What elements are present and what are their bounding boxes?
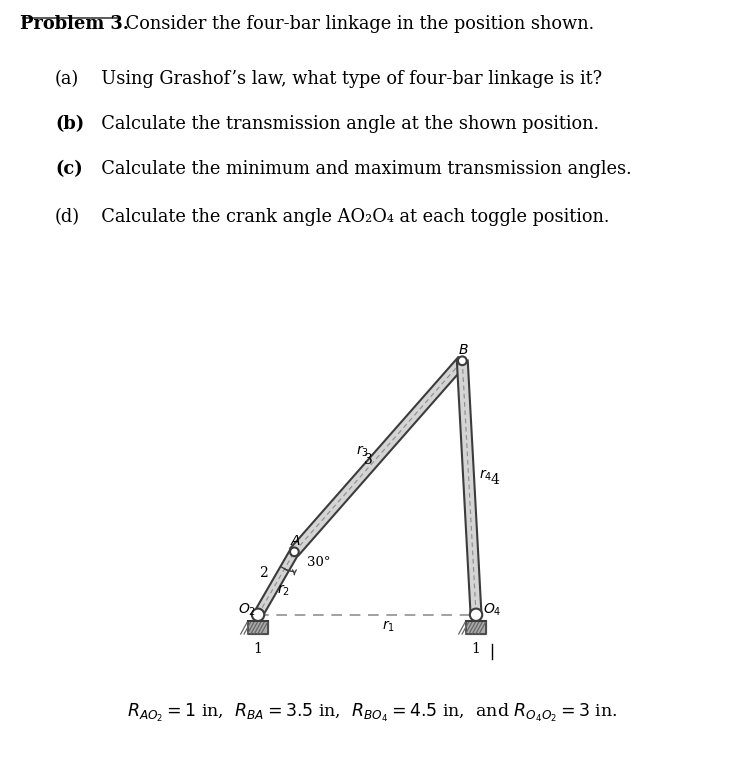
Polygon shape <box>457 360 481 615</box>
Text: 1: 1 <box>472 642 481 656</box>
Text: (b): (b) <box>55 115 84 133</box>
Text: Consider the four-bar linkage in the position shown.: Consider the four-bar linkage in the pos… <box>120 15 594 33</box>
Text: (c): (c) <box>55 160 83 178</box>
Polygon shape <box>254 549 299 617</box>
Polygon shape <box>248 621 268 634</box>
Circle shape <box>470 609 482 621</box>
Text: $r_4$: $r_4$ <box>478 467 492 483</box>
Text: $r_3$: $r_3$ <box>356 444 369 459</box>
Text: $R_{AO_2}=1$ in,  $R_{BA}=3.5$ in,  $R_{BO_4}=4.5$ in,  and $R_{O_4O_2}=3$ in.: $R_{AO_2}=1$ in, $R_{BA}=3.5$ in, $R_{BO… <box>127 702 618 724</box>
Polygon shape <box>466 621 486 634</box>
Text: 30°: 30° <box>307 556 330 569</box>
Circle shape <box>458 356 466 365</box>
Text: (d): (d) <box>55 208 80 226</box>
Text: Calculate the crank angle AO₂O₄ at each toggle position.: Calculate the crank angle AO₂O₄ at each … <box>90 208 609 226</box>
Text: $O_2$: $O_2$ <box>238 602 256 619</box>
Text: 3: 3 <box>364 452 372 467</box>
Circle shape <box>290 548 299 556</box>
Text: 2: 2 <box>259 566 268 581</box>
Text: Calculate the transmission angle at the shown position.: Calculate the transmission angle at the … <box>90 115 600 133</box>
Text: $B$: $B$ <box>458 343 469 356</box>
Text: (a): (a) <box>55 70 79 88</box>
Text: $r_1$: $r_1$ <box>381 618 395 634</box>
Text: 1: 1 <box>253 642 262 656</box>
Polygon shape <box>291 357 466 555</box>
Circle shape <box>252 609 264 621</box>
Text: Problem 3.: Problem 3. <box>20 15 129 33</box>
Text: Calculate the minimum and maximum transmission angles.: Calculate the minimum and maximum transm… <box>90 160 632 178</box>
Text: $A$: $A$ <box>290 534 301 549</box>
Text: $r_2$: $r_2$ <box>277 582 290 598</box>
Text: $O_4$: $O_4$ <box>484 602 502 619</box>
Text: Using Grashof’s law, what type of four-bar linkage is it?: Using Grashof’s law, what type of four-b… <box>90 70 603 88</box>
Text: 4: 4 <box>491 473 500 487</box>
